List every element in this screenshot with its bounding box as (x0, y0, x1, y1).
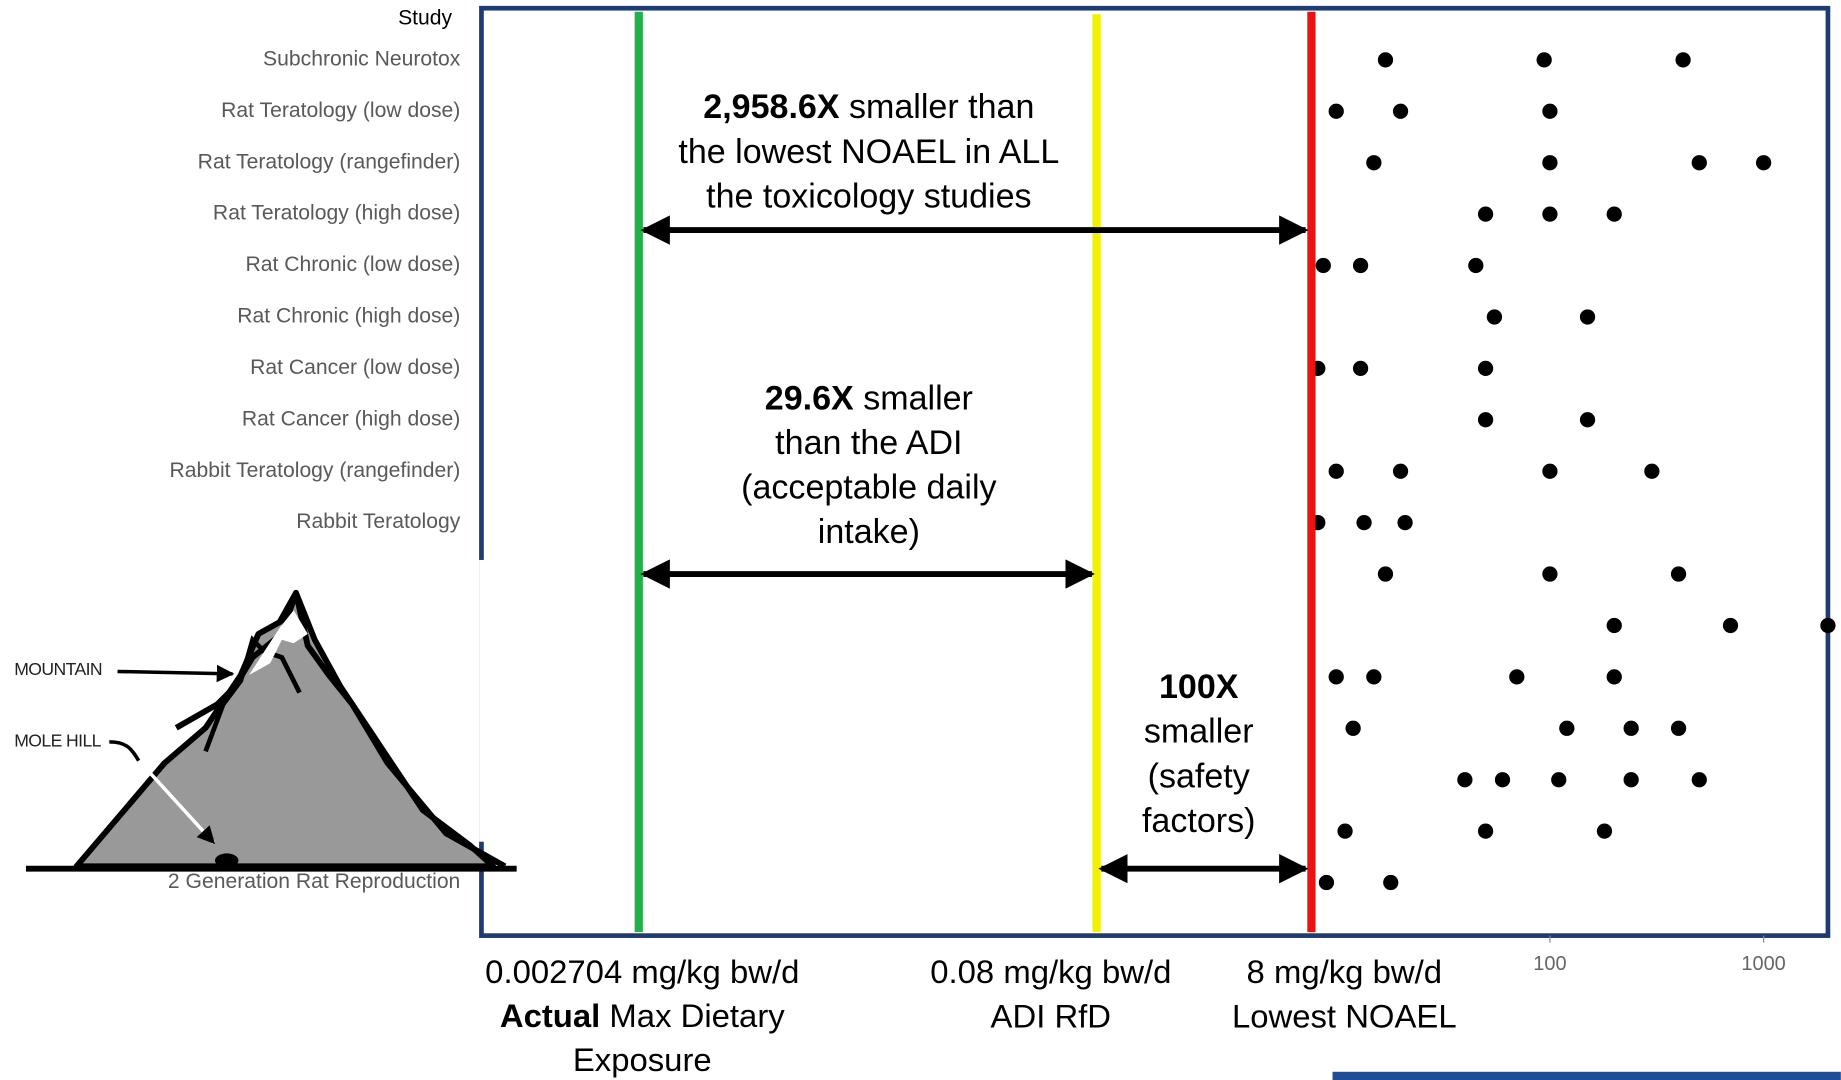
point (1755, 155, 1772, 171)
x-tick-label: 1000 (1741, 953, 1785, 975)
y-tick-label: 2 Generation Rat Reproduction (168, 870, 460, 893)
reference-label: 0.002704 mg/kg bw/d (485, 953, 799, 990)
point (1606, 617, 1622, 634)
point (1644, 463, 1660, 479)
point (1509, 669, 1525, 685)
y-tick-label: Rat Teratology (low dose) (221, 99, 460, 122)
point (1820, 617, 1836, 634)
point (1551, 772, 1567, 788)
reference-text: Max Dietary (609, 996, 785, 1033)
reference-label: Exposure (573, 1041, 712, 1078)
reference-label: 8 mg/kg bw/d (1247, 953, 1442, 990)
point (1486, 309, 1503, 325)
point (1542, 206, 1558, 222)
point (1328, 463, 1344, 479)
y-axis-label: Study (398, 6, 452, 29)
point (1691, 772, 1707, 788)
point (1352, 360, 1369, 377)
point (1397, 514, 1413, 531)
point (1542, 463, 1558, 479)
annotation: (safety (1148, 757, 1250, 795)
y-tick-label: Rat Cancer (high dose) (242, 407, 460, 430)
point (1315, 257, 1331, 274)
annotation: the lowest NOAEL in ALL (678, 133, 1059, 171)
annotation-text: smaller than (849, 88, 1034, 126)
point (1675, 52, 1691, 68)
point (1345, 720, 1361, 736)
y-tick-label: Rat Chronic (low dose) (245, 253, 460, 276)
y-tick-label: Rat Teratology (high dose) (213, 202, 460, 225)
point (1559, 720, 1575, 736)
point (1366, 669, 1382, 685)
point (1392, 463, 1409, 479)
annotation-text: smaller (863, 379, 973, 417)
point (1670, 720, 1687, 736)
y-tick-label: Rabbit Teratology (296, 510, 460, 533)
mountain-illustration: MOUNTAIN MOLE HILL (14, 559, 517, 872)
annotation: factors) (1142, 802, 1255, 840)
point (1606, 669, 1622, 685)
annotation-bold: 100X (1159, 668, 1239, 706)
point (1536, 52, 1552, 68)
point (1623, 772, 1639, 788)
y-tick-label: Rabbit Teratology (rangefinder) (169, 459, 460, 482)
point (1579, 309, 1596, 325)
annotation: 29.6X smaller (765, 379, 973, 417)
point (1356, 514, 1372, 531)
marks (1310, 52, 1836, 891)
annotation-bold: 2,958.6X (703, 88, 840, 126)
point (1691, 155, 1707, 171)
point (1328, 669, 1344, 685)
annotation-bold: 29.6X (765, 379, 854, 417)
point (1392, 103, 1409, 119)
annotation: 2,958.6X smaller than (703, 88, 1034, 126)
reference-label: 0.08 mg/kg bw/d (930, 953, 1171, 990)
point (1337, 823, 1353, 839)
point (1383, 874, 1399, 891)
y-tick-label: Rat Cancer (low dose) (250, 356, 460, 379)
plot-frame (479, 5, 1831, 938)
point (1457, 772, 1473, 788)
point (1328, 103, 1344, 119)
image-label: MOLE HILL (14, 731, 101, 751)
y-tick-label: Subchronic Neurotox (263, 47, 461, 70)
reference-label: Actual Max Dietary (500, 996, 785, 1033)
annotation: (acceptable daily (741, 469, 996, 507)
point (1542, 566, 1558, 582)
annotation: than the ADI (775, 424, 962, 462)
reference-label: Lowest NOAEL (1232, 998, 1457, 1035)
point (1542, 103, 1558, 119)
point (1366, 155, 1382, 171)
point (1596, 823, 1613, 839)
y-tick-label: Rat Teratology (rangefinder) (198, 150, 461, 173)
point (1468, 257, 1484, 274)
point (1542, 155, 1558, 171)
point (1477, 412, 1494, 428)
point (1670, 566, 1687, 582)
point (1477, 360, 1494, 377)
point (1606, 206, 1622, 222)
point (1318, 874, 1335, 891)
reference-label: ADI RfD (991, 998, 1112, 1035)
decor-bar (1332, 1071, 1841, 1080)
point (1477, 823, 1494, 839)
point (1623, 720, 1639, 736)
x-tick-label: 100 (1533, 953, 1566, 975)
point (1722, 617, 1739, 634)
point (1579, 412, 1596, 428)
annotation: the toxicology studies (706, 177, 1031, 215)
annotation: smaller (1144, 713, 1254, 751)
point (1477, 206, 1494, 222)
annotation: intake) (818, 513, 920, 551)
point (1377, 52, 1394, 68)
point (1494, 772, 1511, 788)
image-label: MOUNTAIN (14, 659, 102, 679)
point (1352, 257, 1369, 274)
point (1377, 566, 1394, 582)
reference-bold: Actual (500, 996, 600, 1033)
y-tick-label: Rat Chronic (high dose) (237, 305, 460, 328)
